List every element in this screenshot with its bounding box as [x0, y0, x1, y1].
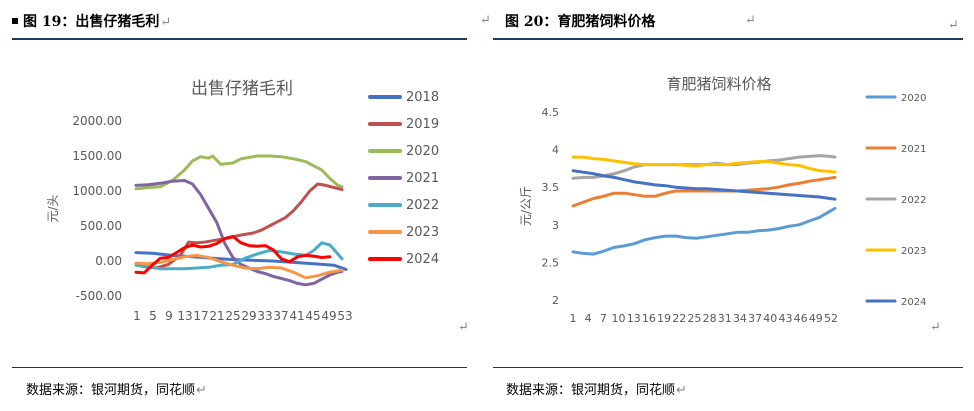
right-bottom-rule [493, 367, 963, 368]
left-legend-label-2020: 2020 [406, 144, 439, 159]
left-x-tick-label: 17 [193, 309, 208, 323]
right-series-line-2024 [571, 169, 837, 201]
return-mark-icon: ↵ [930, 320, 941, 335]
right-x-tick-label: 49 [809, 312, 823, 325]
right-x-tick-label: 25 [687, 312, 701, 325]
left-x-tick-label: 53 [337, 309, 352, 323]
right-x-tick-label: 31 [718, 312, 732, 325]
left-series-line-2023 [134, 253, 344, 280]
left-x-tick-label: 41 [289, 309, 304, 323]
left-x-tick-label: 49 [321, 309, 336, 323]
left-figure-title: 图 19：出售仔猪毛利↵ [12, 11, 171, 31]
left-chart-title: 出售仔猪毛利 [191, 79, 293, 99]
left-bottom-rule [12, 367, 467, 368]
bullet-icon [12, 18, 18, 24]
right-legend-label-2021: 2021 [901, 144, 926, 155]
left-y-tick-label: 1500.00 [72, 149, 122, 163]
return-mark-icon: ↵ [196, 383, 207, 398]
right-chart-title: 育肥猪饲料价格 [666, 75, 771, 93]
left-x-tick-label: 9 [165, 309, 173, 323]
right-legend-label-2024: 2024 [901, 297, 926, 308]
right-y-axis-label: 元/公斤 [519, 186, 533, 226]
right-series-line-2023 [571, 155, 837, 174]
right-source-text: 数据来源：银河期货，同花顺 [506, 383, 676, 398]
left-x-tick-label: 45 [305, 309, 320, 323]
left-legend-label-2022: 2022 [406, 198, 439, 213]
right-legend-label-2023: 2023 [901, 246, 926, 257]
left-legend-label-2024: 2024 [406, 252, 439, 267]
right-x-tick-label: 19 [657, 312, 671, 325]
return-mark-icon: ↵ [160, 15, 172, 30]
right-series-line-2020 [571, 206, 837, 256]
right-x-tick-label: 52 [824, 312, 838, 325]
left-legend-label-2019: 2019 [406, 117, 439, 132]
right-legend-label-2022: 2022 [901, 195, 926, 206]
right-series-line-2021 [571, 175, 837, 208]
right-x-tick-label: 22 [672, 312, 686, 325]
left-y-tick-label: 1000.00 [72, 184, 122, 198]
left-legend-label-2021: 2021 [406, 171, 439, 186]
left-source: 数据来源：银河期货，同花顺↵ [26, 379, 207, 398]
left-series-line-2024 [134, 235, 332, 275]
left-y-axis-label: 元/头 [46, 194, 60, 222]
left-legend-label-2023: 2023 [406, 225, 439, 240]
right-x-tick-label: 37 [748, 312, 762, 325]
right-title-rule [493, 38, 963, 40]
left-legend-label-2018: 2018 [406, 90, 439, 105]
return-mark-icon: ↵ [676, 383, 687, 398]
right-y-tick-label: 3.5 [542, 181, 560, 194]
right-x-tick-label: 28 [703, 312, 717, 325]
return-mark-icon: ↵ [480, 13, 491, 28]
left-series-line-2019 [134, 182, 344, 270]
left-x-tick-label: 5 [149, 309, 157, 323]
right-x-tick-label: 7 [600, 312, 607, 325]
right-figure-title: 图 20：育肥猪饲料价格 [505, 11, 655, 31]
right-x-tick-label: 16 [642, 312, 656, 325]
left-y-tick-label: 2000.00 [72, 114, 122, 128]
left-source-text: 数据来源：银河期货，同花顺 [26, 383, 196, 398]
right-x-tick-label: 40 [763, 312, 777, 325]
right-x-tick-label: 4 [585, 312, 592, 325]
return-mark-icon: ↵ [458, 320, 469, 335]
right-y-tick-label: 2 [552, 294, 559, 307]
left-x-tick-label: 13 [177, 309, 192, 323]
left-x-tick-label: 25 [225, 309, 240, 323]
return-mark-icon: ↵ [948, 18, 959, 33]
left-series-line-2020 [134, 154, 344, 191]
right-source: 数据来源：银河期货，同花顺↵ [506, 379, 687, 398]
left-figure-title-text: 图 19：出售仔猪毛利 [23, 14, 160, 30]
left-x-tick-label: 29 [241, 309, 256, 323]
left-series-line-2022 [134, 241, 344, 271]
left-title-rule [12, 38, 467, 40]
right-x-tick-label: 34 [733, 312, 747, 325]
return-mark-icon: ↵ [745, 13, 756, 28]
left-x-tick-label: 1 [133, 309, 141, 323]
left-y-tick-label: -500.00 [76, 289, 122, 303]
right-x-tick-label: 46 [794, 312, 808, 325]
right-series-line-2022 [571, 154, 837, 180]
right-figure-title-text: 图 20：育肥猪饲料价格 [505, 14, 656, 30]
right-y-tick-label: 4.5 [542, 106, 560, 119]
right-x-tick-label: 1 [570, 312, 577, 325]
right-y-tick-label: 3 [552, 219, 559, 232]
right-x-tick-label: 43 [778, 312, 792, 325]
right-x-tick-label: 13 [627, 312, 641, 325]
left-x-tick-label: 21 [209, 309, 224, 323]
left-y-tick-label: 500.00 [80, 219, 122, 233]
left-y-tick-label: 0.00 [95, 254, 122, 268]
right-x-tick-label: 10 [612, 312, 626, 325]
left-x-tick-label: 37 [273, 309, 288, 323]
right-y-tick-label: 4 [552, 144, 559, 157]
right-y-tick-label: 2.5 [542, 256, 560, 269]
left-x-tick-label: 33 [257, 309, 272, 323]
right-legend-label-2020: 2020 [901, 93, 926, 104]
